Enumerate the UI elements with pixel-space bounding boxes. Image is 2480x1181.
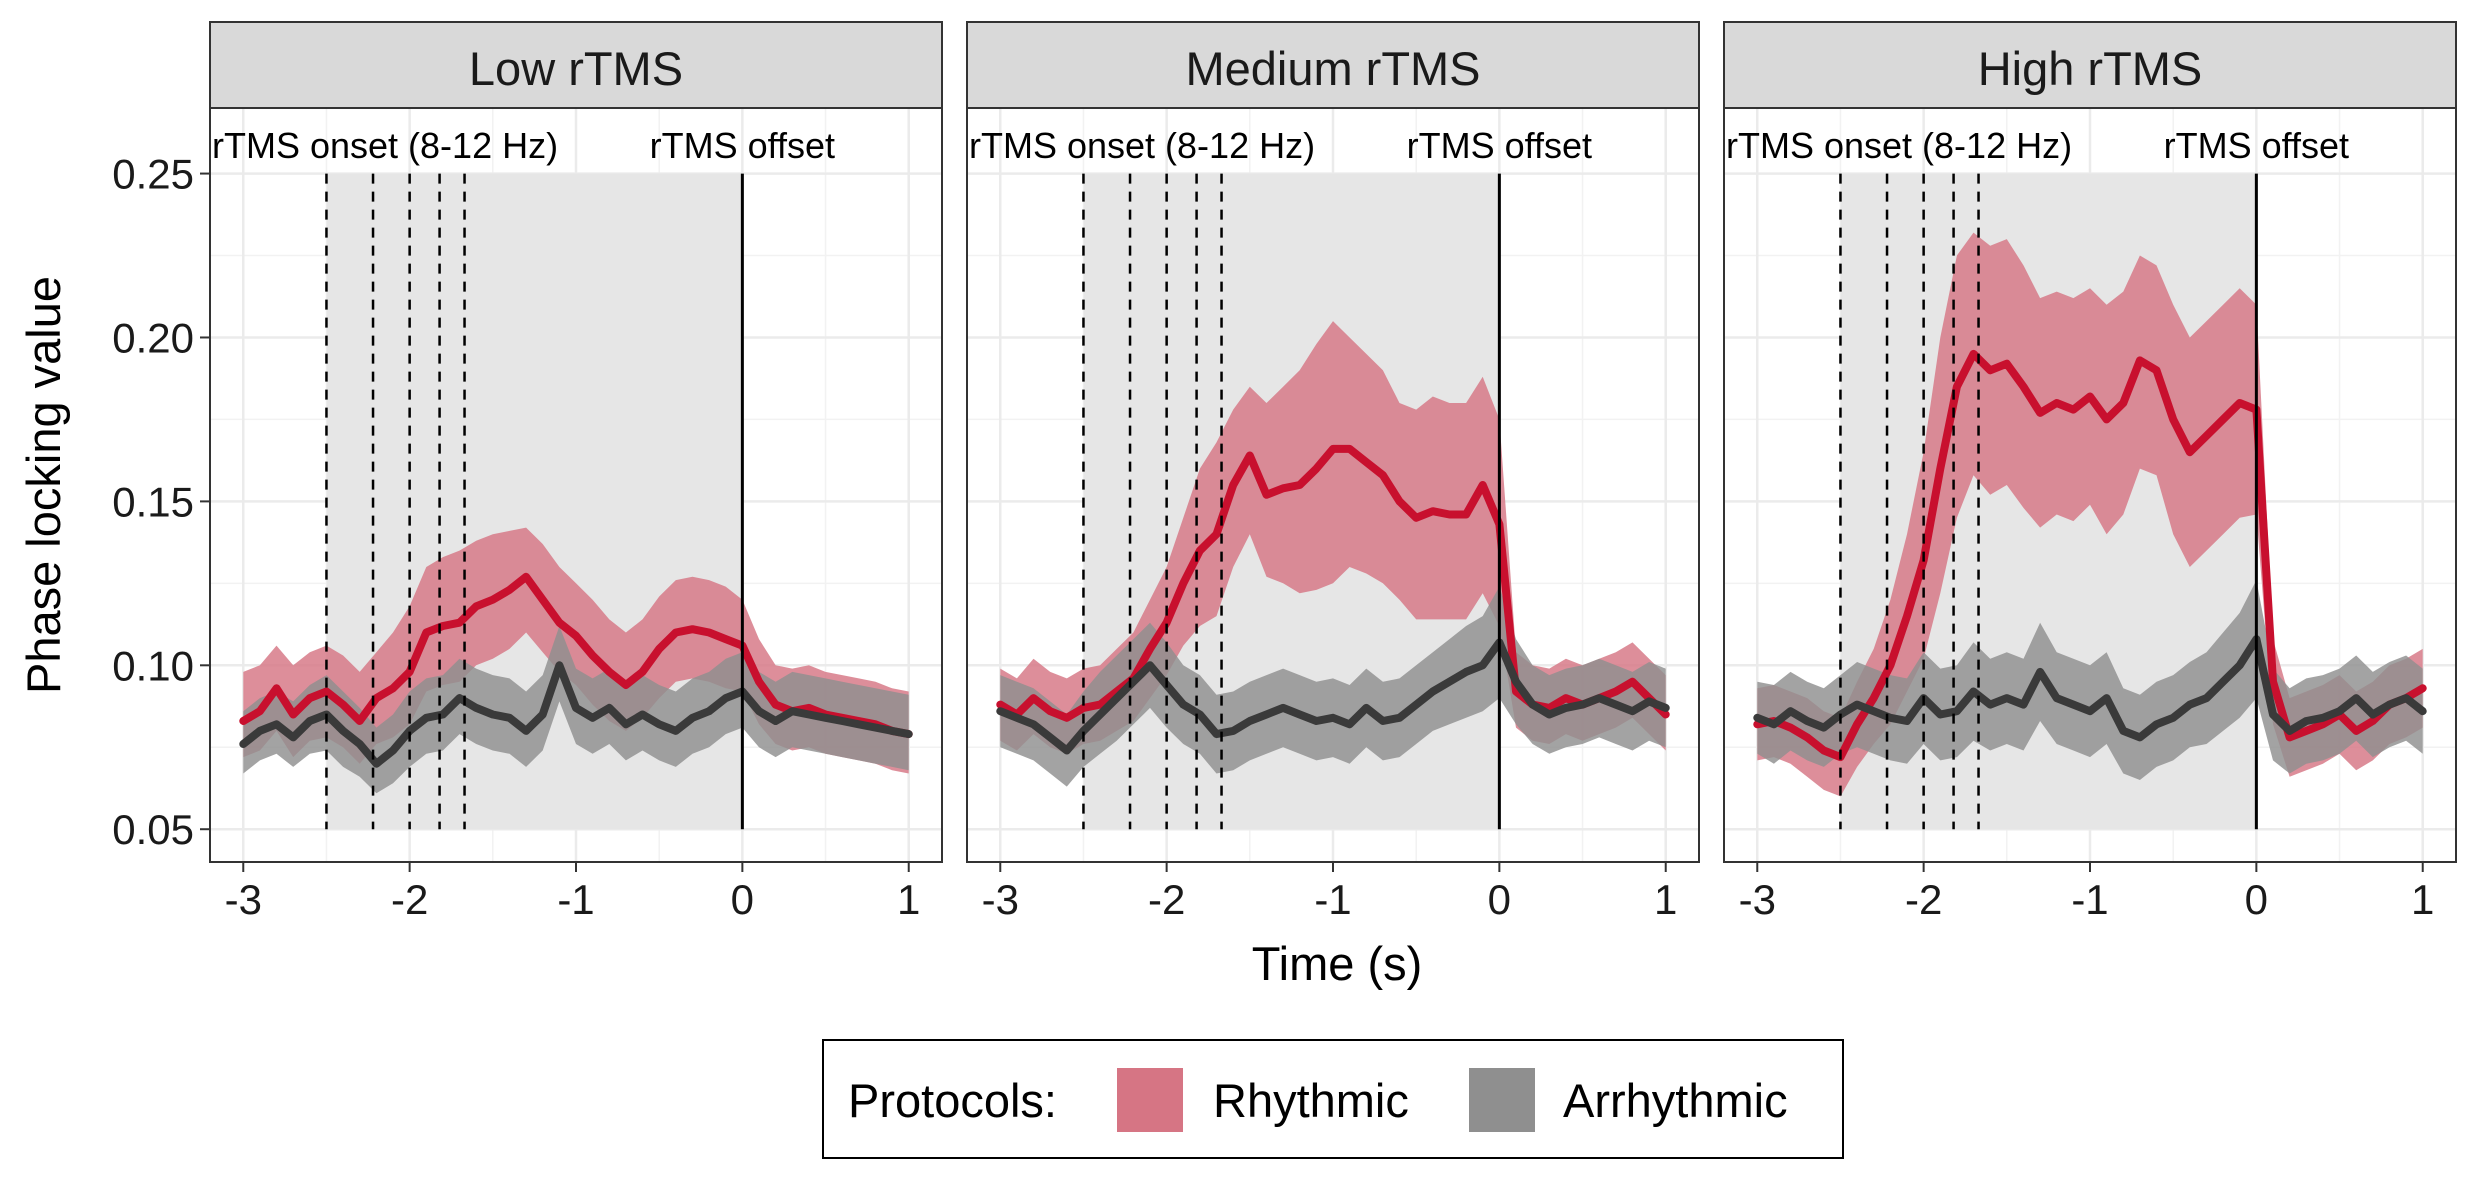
x-tick-label: 0 [2245,876,2268,923]
legend-box [822,1039,1844,1159]
x-tick-label: 0 [1488,876,1511,923]
line-arrhythmic [1753,635,2427,742]
panel-medium-rtms: Medium rTMS rTMS onset (8-12 Hz) rTMS offs… [966,21,1700,923]
x-tick-label: 1 [1654,876,1677,923]
panel-title: Medium rTMS [1185,42,1480,95]
y-axis-title: Phase locking value [17,276,70,694]
x-tick-label: -1 [557,876,594,923]
annotation-offset: rTMS offset [650,125,835,166]
x-tick-label: 1 [897,876,920,923]
annotation-onset: rTMS onset (8-12 Hz) [212,125,558,166]
panel-title: Low rTMS [469,42,683,95]
y-tick-label: 0.25 [112,151,194,198]
x-tick-label: -2 [1148,876,1185,923]
panel-title: High rTMS [1978,42,2203,95]
x-axis-title: Time (s) [1252,937,1423,990]
y-tick-label: 0.20 [112,314,194,361]
legend-label-arrhythmic: Arrhythmic [1563,1074,1788,1127]
y-tick-label: 0.05 [112,806,194,853]
panel-strip [209,21,943,109]
annotation-onset: rTMS onset (8-12 Hz) [969,125,1315,166]
x-tick-label: -2 [1905,876,1942,923]
legend-label-rhythmic: Rhythmic [1213,1074,1409,1127]
legend-title: Protocols: [848,1074,1057,1127]
y-tick-label: 0.10 [112,642,194,689]
panel-high-rtms: High rTMS rTMS onset (8-12 Hz) rTMS offset… [1723,21,2457,923]
x-tick-label: 0 [731,876,754,923]
line-arrhythmic [996,638,1670,755]
facet-panels: Low rTMS rTMS onset (8-12 Hz) rTMS offset -… [112,21,2457,923]
line-arrhythmic [239,661,913,768]
panel-low-rtms: Low rTMS rTMS onset (8-12 Hz) rTMS offset -… [112,21,943,923]
annotation-offset: rTMS offset [1407,125,1592,166]
legend-key-arrhythmic [1469,1068,1535,1132]
x-tick-label: -3 [225,876,262,923]
x-tick-label: -3 [1739,876,1776,923]
y-tick-label: 0.15 [112,478,194,525]
x-tick-label: -3 [982,876,1019,923]
annotation-onset: rTMS onset (8-12 Hz) [1726,125,2072,166]
x-tick-label: -1 [2071,876,2108,923]
y-axis-title-group: Phase locking value [17,276,70,694]
legend: Protocols: Rhythmic Arrhythmic [822,1039,1844,1159]
x-tick-label: -1 [1314,876,1351,923]
panel-strip [1723,21,2457,109]
x-axis-title-group: Time (s) [1252,937,1423,990]
x-tick-label: 1 [2411,876,2434,923]
annotation-offset: rTMS offset [2164,125,2349,166]
x-tick-label: -2 [391,876,428,923]
panel-strip [966,21,1700,109]
line-rhythmic [996,444,1670,722]
legend-key-rhythmic [1117,1068,1183,1132]
